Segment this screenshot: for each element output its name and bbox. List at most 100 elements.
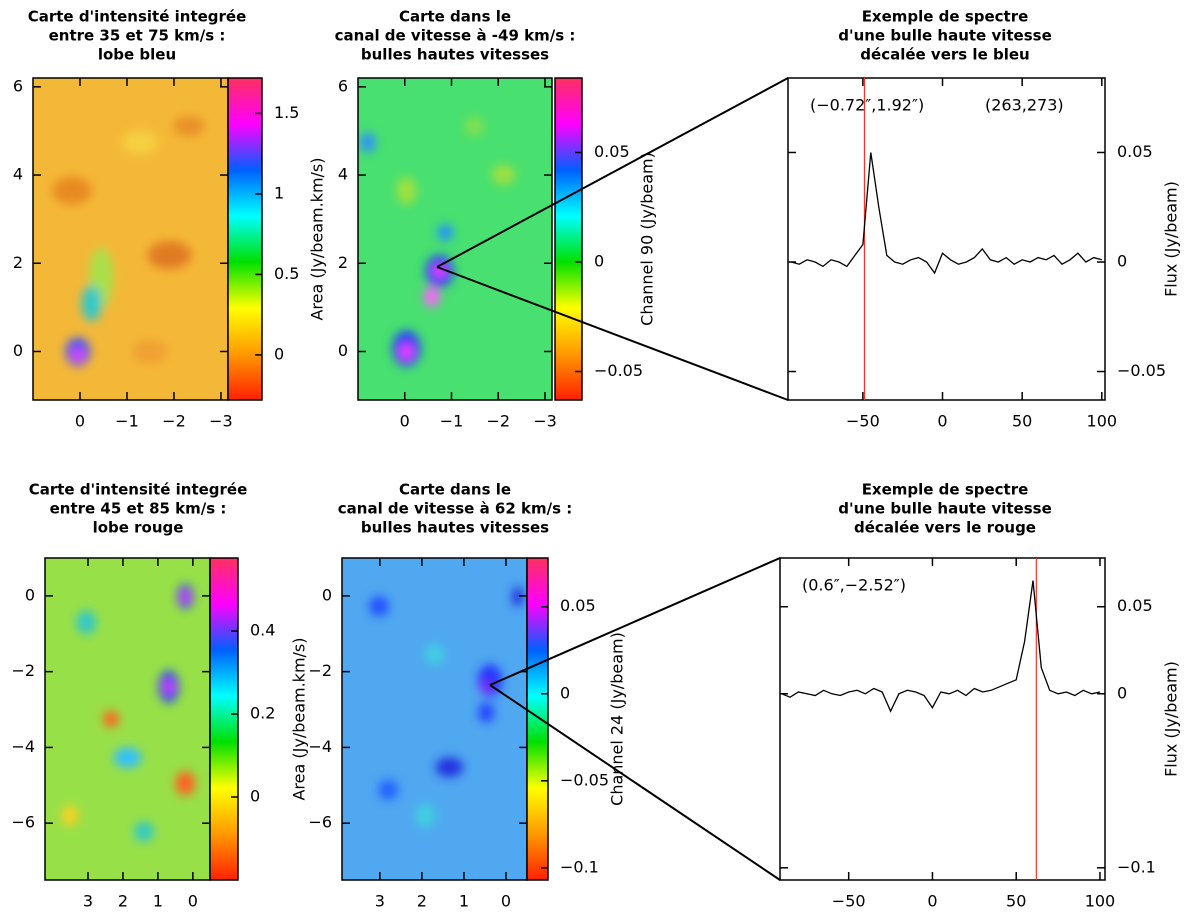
map-feature: [103, 711, 119, 727]
y-tick-label: 0: [322, 585, 332, 604]
map-feature: [132, 339, 168, 364]
x-tick-label: 0: [501, 892, 511, 911]
panel-title: Carte d'intensité integrée: [29, 481, 248, 499]
map-features: [61, 584, 196, 842]
annotation: (263,273): [985, 96, 1064, 115]
map-feature: [511, 586, 524, 607]
panel-title: Carte d'intensité integrée: [28, 8, 247, 26]
x-tick-label: 3: [83, 892, 93, 911]
y-tick-label: 0.05: [1117, 142, 1153, 161]
x-tick-label: −2: [162, 412, 186, 431]
panel-title: lobe bleu: [98, 46, 176, 64]
colorbar-tick-label: 0: [560, 683, 570, 702]
x-tick-label: 100: [1085, 892, 1116, 911]
map-features: [369, 586, 524, 828]
colorbar-tick-label: 0: [594, 252, 604, 271]
colorbar-tick-label: 0: [250, 787, 260, 806]
colorbar-label: Channel 90 (Jy/beam): [638, 152, 657, 326]
y-tick-label: −4: [11, 737, 35, 756]
map-feature: [134, 821, 154, 842]
x-tick-label: −50: [846, 412, 880, 431]
map-feature: [181, 591, 190, 602]
y-tick-label: 6: [338, 76, 348, 95]
y-tick-label: −6: [308, 813, 332, 832]
y-tick-label: 2: [338, 253, 348, 272]
x-tick-label: 2: [118, 892, 128, 911]
map-image: [33, 78, 228, 400]
map-feature: [72, 348, 83, 361]
annotation: (0.6″,−2.52″): [802, 576, 906, 595]
map-feature: [147, 241, 192, 270]
y-axis-label: Area (Jy/beam.km/s): [308, 157, 327, 320]
spectrum-line: [781, 580, 1101, 713]
y-tick-label: 0: [1117, 252, 1127, 271]
map-feature: [491, 164, 516, 185]
map-background: [45, 558, 210, 880]
map-feature: [478, 702, 495, 723]
panel-title: décalée vers le rouge: [854, 519, 1036, 537]
y-tick-label: 6: [13, 76, 23, 95]
y-tick-label: 0: [1117, 683, 1127, 702]
x-tick-label: −50: [832, 892, 866, 911]
x-tick-label: 50: [1006, 892, 1026, 911]
map-image: [45, 558, 210, 880]
x-tick-label: 50: [1012, 412, 1032, 431]
x-tick-label: 0: [188, 892, 198, 911]
panel-title: entre 35 et 75 km/s :: [49, 27, 226, 45]
colorbar-tick-label: 0.05: [560, 596, 596, 615]
y-tick-label: 4: [13, 165, 23, 184]
y-tick-label: −0.05: [1117, 361, 1166, 380]
x-tick-label: 0: [400, 412, 410, 431]
map-features: [52, 116, 205, 366]
x-tick-label: 3: [375, 892, 385, 911]
map-feature: [76, 610, 97, 635]
plot-frame: [357, 77, 553, 401]
map-feature: [464, 116, 485, 137]
y-tick-label: 0.05: [1117, 596, 1153, 615]
colorbar: [526, 557, 549, 881]
panel-title: d'une bulle haute vitesse: [838, 500, 1052, 518]
y-tick-label: 0: [25, 585, 35, 604]
panel-title: lobe rouge: [93, 519, 184, 537]
colorbar-tick-label: 0.4: [250, 621, 275, 640]
colorbar-tick-label: 1.5: [274, 103, 299, 122]
connector-line: [436, 77, 789, 268]
map-feature: [400, 343, 413, 360]
panel-title: entre 45 et 85 km/s :: [50, 500, 227, 518]
map-image: [358, 78, 552, 400]
map-image: [342, 558, 527, 880]
panel-title: bulles hautes vitesses: [361, 46, 549, 64]
map-feature: [396, 176, 417, 205]
colorbar-tick-label: 0.5: [274, 264, 299, 283]
panel-title: Exemple de spectre: [862, 481, 1029, 499]
x-tick-label: 2: [417, 892, 427, 911]
map-feature: [359, 132, 376, 153]
panel-title: Exemple de spectre: [862, 8, 1029, 26]
connector-line: [489, 557, 781, 686]
panel-title: canal de vitesse à 62 km/s :: [338, 500, 573, 518]
y-tick-label: 4: [338, 165, 348, 184]
colorbar: [554, 77, 583, 401]
y-tick-label: −4: [308, 737, 332, 756]
panel-title: d'une bulle haute vitesse: [838, 27, 1052, 45]
y-axis-label: Flux (Jy/beam): [1162, 661, 1181, 777]
x-tick-label: 1: [153, 892, 163, 911]
map-feature: [175, 771, 196, 796]
y-tick-label: −6: [11, 813, 35, 832]
map-feature: [423, 286, 440, 307]
panel-title: bulles hautes vitesses: [361, 519, 549, 537]
map-feature: [481, 680, 492, 693]
map-feature: [122, 130, 159, 155]
map-feature: [173, 116, 205, 137]
map-feature: [81, 285, 102, 322]
colorbar-tick-label: 1: [274, 183, 284, 202]
y-tick-label: −2: [11, 661, 35, 680]
map-feature: [378, 779, 399, 800]
connector-line: [436, 266, 789, 401]
map-background: [358, 78, 552, 400]
colorbar-tick-label: −0.05: [560, 770, 609, 789]
plot-frame: [787, 77, 1106, 401]
annotation: (−0.72″,1.92″): [810, 96, 924, 115]
spectrum-line: [791, 152, 1102, 275]
